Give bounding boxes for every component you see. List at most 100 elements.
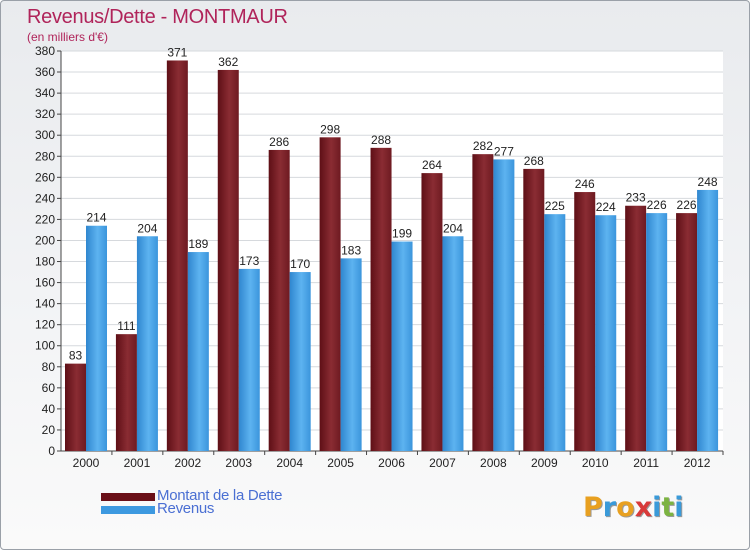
data-label-revenus: 224 — [596, 200, 616, 214]
y-tick-label: 60 — [42, 381, 56, 395]
data-label-debt: 233 — [626, 191, 646, 205]
bar-debt — [370, 147, 392, 451]
y-tick-label: 260 — [35, 170, 55, 184]
bar-revenus — [187, 252, 209, 451]
data-label-revenus: 183 — [341, 243, 361, 257]
proxiti-logo: Proxiti — [583, 492, 684, 523]
data-label-debt: 288 — [371, 133, 391, 147]
bar-debt — [319, 137, 341, 451]
y-tick-label: 200 — [35, 233, 55, 247]
data-label-revenus: 204 — [443, 221, 463, 235]
y-tick-label: 100 — [35, 339, 55, 353]
y-tick-label: 180 — [35, 255, 55, 269]
data-label-revenus: 189 — [188, 237, 208, 251]
data-label-revenus: 277 — [494, 144, 514, 158]
data-label-debt: 282 — [473, 139, 493, 153]
logo-letter: i — [674, 492, 684, 523]
bar-debt — [421, 173, 443, 451]
y-tick-label: 140 — [35, 297, 55, 311]
data-label-debt: 83 — [69, 349, 83, 363]
bar-debt — [472, 154, 494, 451]
bar-debt — [574, 192, 596, 452]
data-label-revenus: 170 — [290, 257, 310, 271]
bar-revenus — [493, 159, 515, 451]
y-tick-label: 340 — [35, 86, 55, 100]
data-label-revenus: 225 — [545, 199, 565, 213]
legend-swatch-debt — [101, 493, 155, 501]
chart-title: Revenus/Dette - MONTMAUR — [27, 6, 288, 28]
logo-letter: i — [652, 492, 662, 523]
y-tick-label: 80 — [42, 360, 56, 374]
bar-revenus — [646, 213, 668, 451]
bar-revenus — [340, 258, 362, 451]
data-label-revenus: 173 — [239, 254, 259, 268]
bar-revenus — [238, 268, 260, 451]
bar-debt — [523, 168, 545, 452]
bar-revenus — [391, 241, 413, 451]
y-tick-label: 360 — [35, 65, 55, 79]
data-label-revenus: 226 — [647, 198, 667, 212]
data-label-revenus: 214 — [86, 211, 106, 225]
bar-debt — [217, 69, 239, 452]
data-label-debt: 226 — [677, 198, 697, 212]
x-tick-label: 2008 — [480, 456, 507, 470]
data-label-debt: 268 — [524, 154, 544, 168]
y-tick-label: 280 — [35, 149, 55, 163]
y-tick-label: 40 — [42, 402, 56, 416]
data-label-revenus: 199 — [392, 227, 412, 241]
data-label-debt: 246 — [575, 177, 595, 191]
data-label-debt: 286 — [269, 135, 289, 149]
y-tick-label: 320 — [35, 107, 55, 121]
bar-revenus — [544, 214, 566, 451]
x-tick-label: 2012 — [684, 456, 711, 470]
y-tick-label: 240 — [35, 191, 55, 205]
y-tick-label: 220 — [35, 212, 55, 226]
x-tick-label: 2011 — [633, 456, 659, 470]
bar-revenus — [136, 236, 158, 451]
y-tick-label: 0 — [48, 444, 55, 458]
x-tick-label: 2000 — [73, 456, 100, 470]
bar-debt — [268, 149, 290, 451]
bar-revenus — [86, 225, 107, 451]
x-tick-label: 2004 — [276, 456, 303, 470]
data-label-debt: 371 — [167, 45, 187, 59]
y-tick-label: 120 — [35, 318, 55, 332]
bar-revenus — [289, 272, 311, 451]
bar-debt — [115, 334, 137, 451]
y-tick-label: 160 — [35, 276, 55, 290]
data-label-revenus: 248 — [698, 175, 718, 189]
x-tick-label: 2007 — [429, 456, 456, 470]
data-label-revenus: 204 — [137, 221, 157, 235]
x-tick-label: 2009 — [531, 456, 558, 470]
y-tick-label: 20 — [42, 423, 56, 437]
logo-letter: x — [634, 492, 653, 523]
data-label-debt: 298 — [320, 122, 340, 136]
logo-letter: r — [602, 492, 617, 523]
legend-label-debt: Montant de la Dette — [157, 487, 283, 504]
x-tick-label: 2003 — [225, 456, 252, 470]
x-tick-label: 2002 — [174, 456, 201, 470]
x-tick-label: 2001 — [124, 456, 151, 470]
bar-debt — [166, 60, 188, 451]
bar-debt — [676, 213, 698, 451]
data-label-debt: 264 — [422, 158, 442, 172]
data-label-debt: 362 — [218, 55, 238, 69]
bar-revenus — [697, 189, 719, 451]
y-tick-label: 380 — [35, 44, 55, 58]
data-label-debt: 111 — [117, 319, 136, 333]
logo-letter: t — [661, 492, 675, 523]
logo-letter: P — [583, 492, 603, 523]
bar-revenus — [442, 236, 464, 451]
x-tick-label: 2010 — [582, 456, 609, 470]
legend-label-revenus: Revenus — [157, 500, 215, 517]
x-tick-label: 2005 — [327, 456, 354, 470]
bar-debt — [65, 363, 86, 451]
chart-subtitle: (en milliers d'€) — [27, 30, 108, 44]
bar-revenus — [595, 215, 617, 451]
legend-swatch-revenus — [101, 506, 155, 514]
bar-debt — [625, 205, 647, 451]
y-tick-label: 300 — [35, 128, 55, 142]
logo-letter: o — [616, 492, 635, 523]
